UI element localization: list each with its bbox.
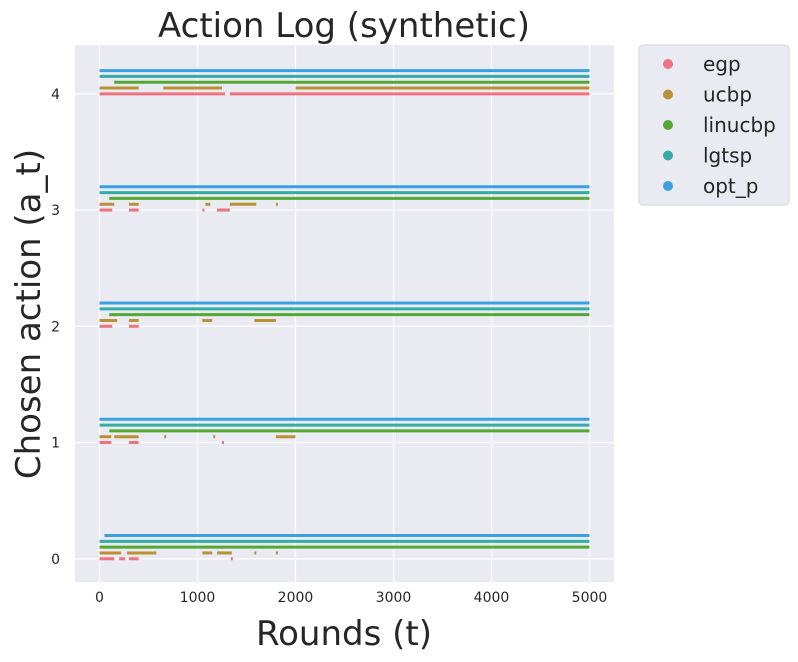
y-tick-label: 1 <box>51 436 60 452</box>
legend-label-opt_p: opt_p <box>703 174 758 198</box>
series-ucbp <box>99 86 590 555</box>
legend-marker-egp <box>663 59 673 69</box>
legend-label-linucbp: linucbp <box>703 113 776 137</box>
series-egp <box>99 92 590 561</box>
legend-marker-lgtsp <box>663 150 673 161</box>
legend-frame <box>638 44 790 206</box>
x-tick-label: 2000 <box>278 590 314 606</box>
legend-items: egp ucbp linucbp lgtsp opt_p <box>663 52 776 198</box>
series-linucbp <box>99 80 590 549</box>
series-lgtsp <box>99 74 590 543</box>
x-tick-label: 4000 <box>474 590 510 606</box>
chart-title: Action Log (synthetic) <box>158 6 530 46</box>
legend-label-lgtsp: lgtsp <box>703 144 752 168</box>
y-tick-label: 3 <box>51 203 60 219</box>
legend-label-egp: egp <box>703 52 741 76</box>
x-tick-label: 1000 <box>180 590 216 606</box>
y-axis-title: Chosen action (a_t) <box>9 149 49 479</box>
x-axis-title: Rounds (t) <box>256 614 432 654</box>
y-tick-label: 4 <box>51 87 60 103</box>
tick-labels: 0 1000 2000 3000 4000 5000 0 1 2 3 4 <box>51 87 607 606</box>
x-tick-label: 3000 <box>376 590 412 606</box>
x-tick-label: 5000 <box>572 590 608 606</box>
x-tick-label: 0 <box>95 590 104 606</box>
legend-label-ucbp: ucbp <box>703 83 752 107</box>
series-opt_p <box>99 69 590 538</box>
y-tick-label: 2 <box>51 319 60 335</box>
data-marks <box>99 69 590 561</box>
legend: egp ucbp linucbp lgtsp opt_p <box>638 44 790 206</box>
legend-marker-ucbp <box>663 89 673 100</box>
legend-marker-opt_p <box>663 181 673 191</box>
legend-marker-linucbp <box>663 120 673 130</box>
y-tick-label: 0 <box>51 552 60 568</box>
